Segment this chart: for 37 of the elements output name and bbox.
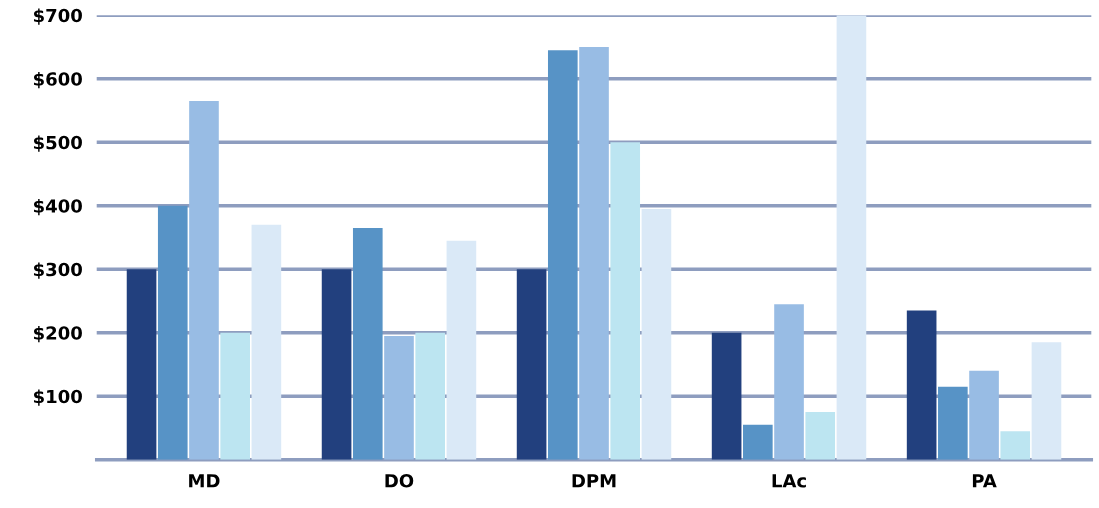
x-tick-label: DO bbox=[385, 473, 414, 488]
y-tick-label: $100 bbox=[33, 389, 82, 406]
bar bbox=[126, 269, 157, 460]
bar bbox=[938, 386, 968, 460]
x-tick-label: DPM bbox=[572, 474, 616, 488]
bar bbox=[352, 227, 383, 460]
x-tick-label: MD bbox=[189, 474, 220, 488]
y-tick-label: $300 bbox=[33, 262, 82, 279]
bar bbox=[641, 208, 672, 460]
bar bbox=[774, 304, 804, 460]
bar bbox=[547, 50, 578, 460]
bar bbox=[384, 335, 414, 460]
bar bbox=[516, 269, 547, 460]
bar bbox=[711, 332, 742, 460]
bar bbox=[1000, 431, 1031, 460]
y-tick-label: $700 bbox=[33, 8, 82, 25]
bar bbox=[906, 310, 937, 460]
x-tick-label: PA bbox=[972, 474, 997, 488]
bar bbox=[189, 100, 219, 460]
bar bbox=[251, 224, 282, 460]
bar bbox=[579, 46, 609, 460]
y-tick-label: $400 bbox=[33, 198, 82, 216]
bar bbox=[1031, 342, 1062, 460]
y-tick-label: $500 bbox=[33, 135, 82, 152]
bar bbox=[836, 15, 867, 460]
bar bbox=[969, 370, 999, 460]
bar bbox=[743, 424, 773, 460]
bar bbox=[446, 240, 477, 460]
y-tick-label: $200 bbox=[33, 325, 82, 343]
x-tick-label: LAc bbox=[772, 474, 806, 488]
bar bbox=[415, 332, 446, 460]
y-tick-label: $600 bbox=[33, 71, 82, 89]
bar bbox=[805, 412, 836, 460]
bar bbox=[610, 142, 641, 460]
bar bbox=[321, 269, 352, 460]
bar bbox=[220, 332, 250, 460]
bar bbox=[157, 205, 188, 460]
